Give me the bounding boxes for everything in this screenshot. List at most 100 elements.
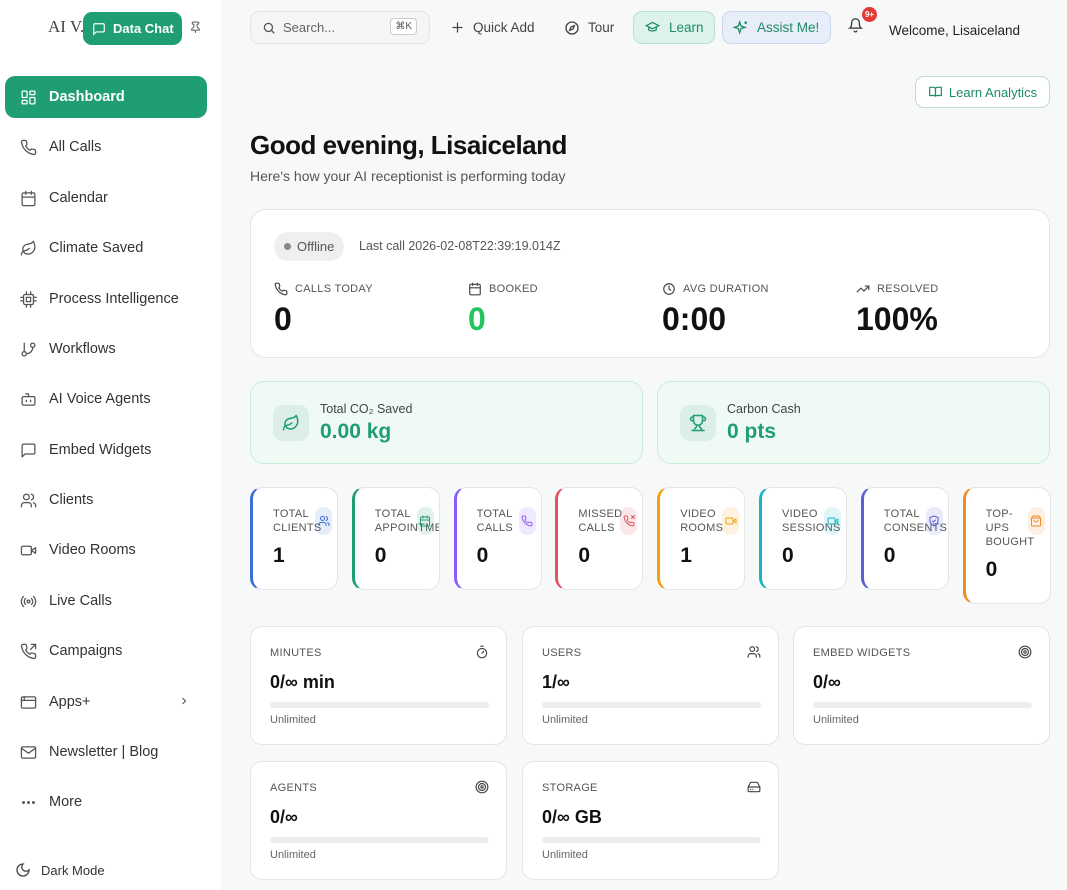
eco-label: Carbon Cash: [727, 402, 801, 416]
kpi-label: AVG DURATION: [683, 283, 769, 295]
status-dot: [284, 243, 291, 250]
sidebar-item-label: Calendar: [49, 190, 108, 206]
stat-card-video-sessions[interactable]: VIDEO SESSIONS 0: [759, 487, 847, 590]
sidebar-item-workflows[interactable]: Workflows: [5, 328, 207, 370]
sidebar-item-label: Apps+: [49, 694, 91, 710]
sidebar-item-all-calls[interactable]: All Calls: [5, 126, 207, 168]
stat-card-total-calls[interactable]: TOTAL CALLS 0: [453, 487, 542, 590]
sidebar-item-label: Campaigns: [49, 643, 123, 659]
usage-label: AGENTS: [270, 782, 318, 794]
sidebar-item-embed-widgets[interactable]: Embed Widgets: [5, 429, 207, 471]
clock-icon: [662, 282, 676, 296]
phone-outgoing-icon: [20, 643, 37, 660]
assist-me-label: Assist Me!: [757, 20, 820, 35]
eco-card-total-co-saved: Total CO₂ Saved 0.00 kg: [250, 381, 643, 464]
sidebar-item-label: AI Voice Agents: [49, 391, 151, 407]
sidebar-item-ai-voice-agents[interactable]: AI Voice Agents: [5, 378, 207, 420]
users-icon: [20, 492, 37, 509]
sidebar-item-label: Video Rooms: [49, 542, 136, 558]
plus-icon: [450, 20, 465, 35]
usage-progress-bar: [542, 837, 761, 843]
git-branch-icon: [20, 341, 37, 358]
kpi-label-row: AVG DURATION: [662, 282, 769, 296]
search-input[interactable]: Search... ⌘K: [250, 11, 430, 44]
stat-card-total-appointments[interactable]: TOTAL APPOINTMENTS 0: [351, 487, 440, 590]
status-label: Offline: [297, 239, 335, 254]
hard-drive-icon: [747, 780, 761, 794]
sidebar-item-label: Clients: [49, 492, 94, 508]
sidebar-item-clients[interactable]: Clients: [5, 479, 207, 521]
phone-icon: [20, 139, 37, 156]
learn-analytics-button[interactable]: Learn Analytics: [915, 76, 1050, 108]
notification-badge: 9+: [862, 7, 877, 22]
target-icon: [475, 780, 489, 794]
sidebar-item-label: Newsletter | Blog: [49, 744, 159, 760]
cpu-icon: [20, 290, 37, 308]
book-open-icon: [928, 85, 943, 99]
stat-card-video-rooms[interactable]: VIDEO ROOMS 1: [657, 487, 746, 590]
kpi-label-row: BOOKED: [468, 282, 538, 296]
message-square-icon: [92, 22, 106, 36]
usage-value: 0/∞: [270, 807, 298, 827]
stat-value: 0: [374, 544, 387, 567]
waveform-icon: [1028, 20, 1054, 40]
usage-progress-bar: [813, 702, 1032, 708]
phone-icon: [518, 507, 536, 535]
sidebar-item-live-calls[interactable]: Live Calls: [5, 580, 207, 622]
user-menu[interactable]: Welcome, Lisaiceland: [889, 20, 1054, 40]
shield-check-icon: [925, 507, 943, 535]
stat-label: TOTAL CALLS: [476, 508, 513, 534]
pin-icon[interactable]: [189, 20, 202, 35]
usage-value: 1/∞: [542, 672, 570, 692]
stat-value: 0: [985, 558, 998, 581]
brand[interactable]: AI V...: [7, 14, 93, 40]
usage-value: 0/∞ min: [270, 672, 335, 692]
video-icon: [824, 507, 841, 535]
video-icon: [722, 507, 740, 535]
stat-card-total-clients[interactable]: TOTAL CLIENTS 1: [250, 487, 338, 590]
data-chat-button[interactable]: Data Chat: [83, 12, 182, 45]
sidebar-item-label: Workflows: [49, 341, 116, 357]
sidebar-item-campaigns[interactable]: Campaigns: [5, 630, 207, 672]
stat-label: TOTAL CONSENTS: [883, 508, 948, 534]
sidebar-item-process-intelligence[interactable]: Process Intelligence: [5, 278, 207, 320]
stat-label: VIDEO ROOMS: [680, 508, 724, 534]
sidebar-item-climate-saved[interactable]: Climate Saved: [5, 227, 207, 269]
usage-note: Unlimited: [270, 714, 316, 726]
dark-mode-toggle[interactable]: Dark Mode: [15, 862, 105, 878]
kpi-value: 0:00: [662, 301, 727, 337]
sidebar-item-newsletter-blog[interactable]: Newsletter | Blog: [5, 731, 207, 773]
status-card: Offline Last call 2026-02-08T22:39:19.01…: [250, 209, 1050, 358]
sidebar-item-dashboard[interactable]: Dashboard: [5, 76, 207, 118]
trophy-icon: [680, 405, 716, 441]
kpi-booked: BOOKED 0: [468, 282, 538, 338]
learn-label: Learn: [669, 20, 704, 35]
chat-square-icon: [20, 442, 37, 459]
sidebar-item-label: More: [49, 794, 83, 810]
timer-icon: [475, 645, 489, 659]
search-placeholder: Search...: [283, 20, 336, 35]
eco-value: 0 pts: [727, 420, 777, 443]
sidebar-item-video-rooms[interactable]: Video Rooms: [5, 529, 207, 571]
chevron-right-icon: [178, 695, 190, 707]
stat-card-total-consents[interactable]: TOTAL CONSENTS 0: [860, 487, 949, 590]
video-icon: [20, 542, 37, 559]
learn-button[interactable]: Learn: [633, 11, 715, 44]
sidebar-item-calendar[interactable]: Calendar: [5, 177, 207, 219]
bell-icon[interactable]: [848, 17, 863, 33]
usage-value: 0/∞ GB: [542, 807, 602, 827]
stat-card-missed-calls[interactable]: MISSED CALLS 0: [555, 487, 644, 590]
shopping-bag-icon: [1027, 507, 1045, 535]
sidebar-item-label: Live Calls: [49, 593, 112, 609]
tour-button[interactable]: Tour: [554, 11, 624, 44]
quick-add-button[interactable]: Quick Add: [440, 11, 545, 44]
sidebar-item-label: Climate Saved: [49, 240, 144, 256]
kpi-label-row: CALLS TODAY: [274, 282, 373, 296]
usage-card-agents: AGENTS 0/∞ Unlimited: [250, 761, 507, 880]
usage-card-storage: STORAGE 0/∞ GB Unlimited: [522, 761, 779, 880]
sidebar-item-apps[interactable]: Apps+: [5, 681, 207, 723]
welcome-text: Welcome, Lisaiceland: [889, 22, 1021, 38]
sidebar-item-more[interactable]: More: [5, 781, 207, 823]
stat-card-top-ups-bought[interactable]: TOP- UPS BOUGHT 0: [962, 487, 1051, 604]
assist-me-button[interactable]: Assist Me!: [722, 11, 831, 44]
